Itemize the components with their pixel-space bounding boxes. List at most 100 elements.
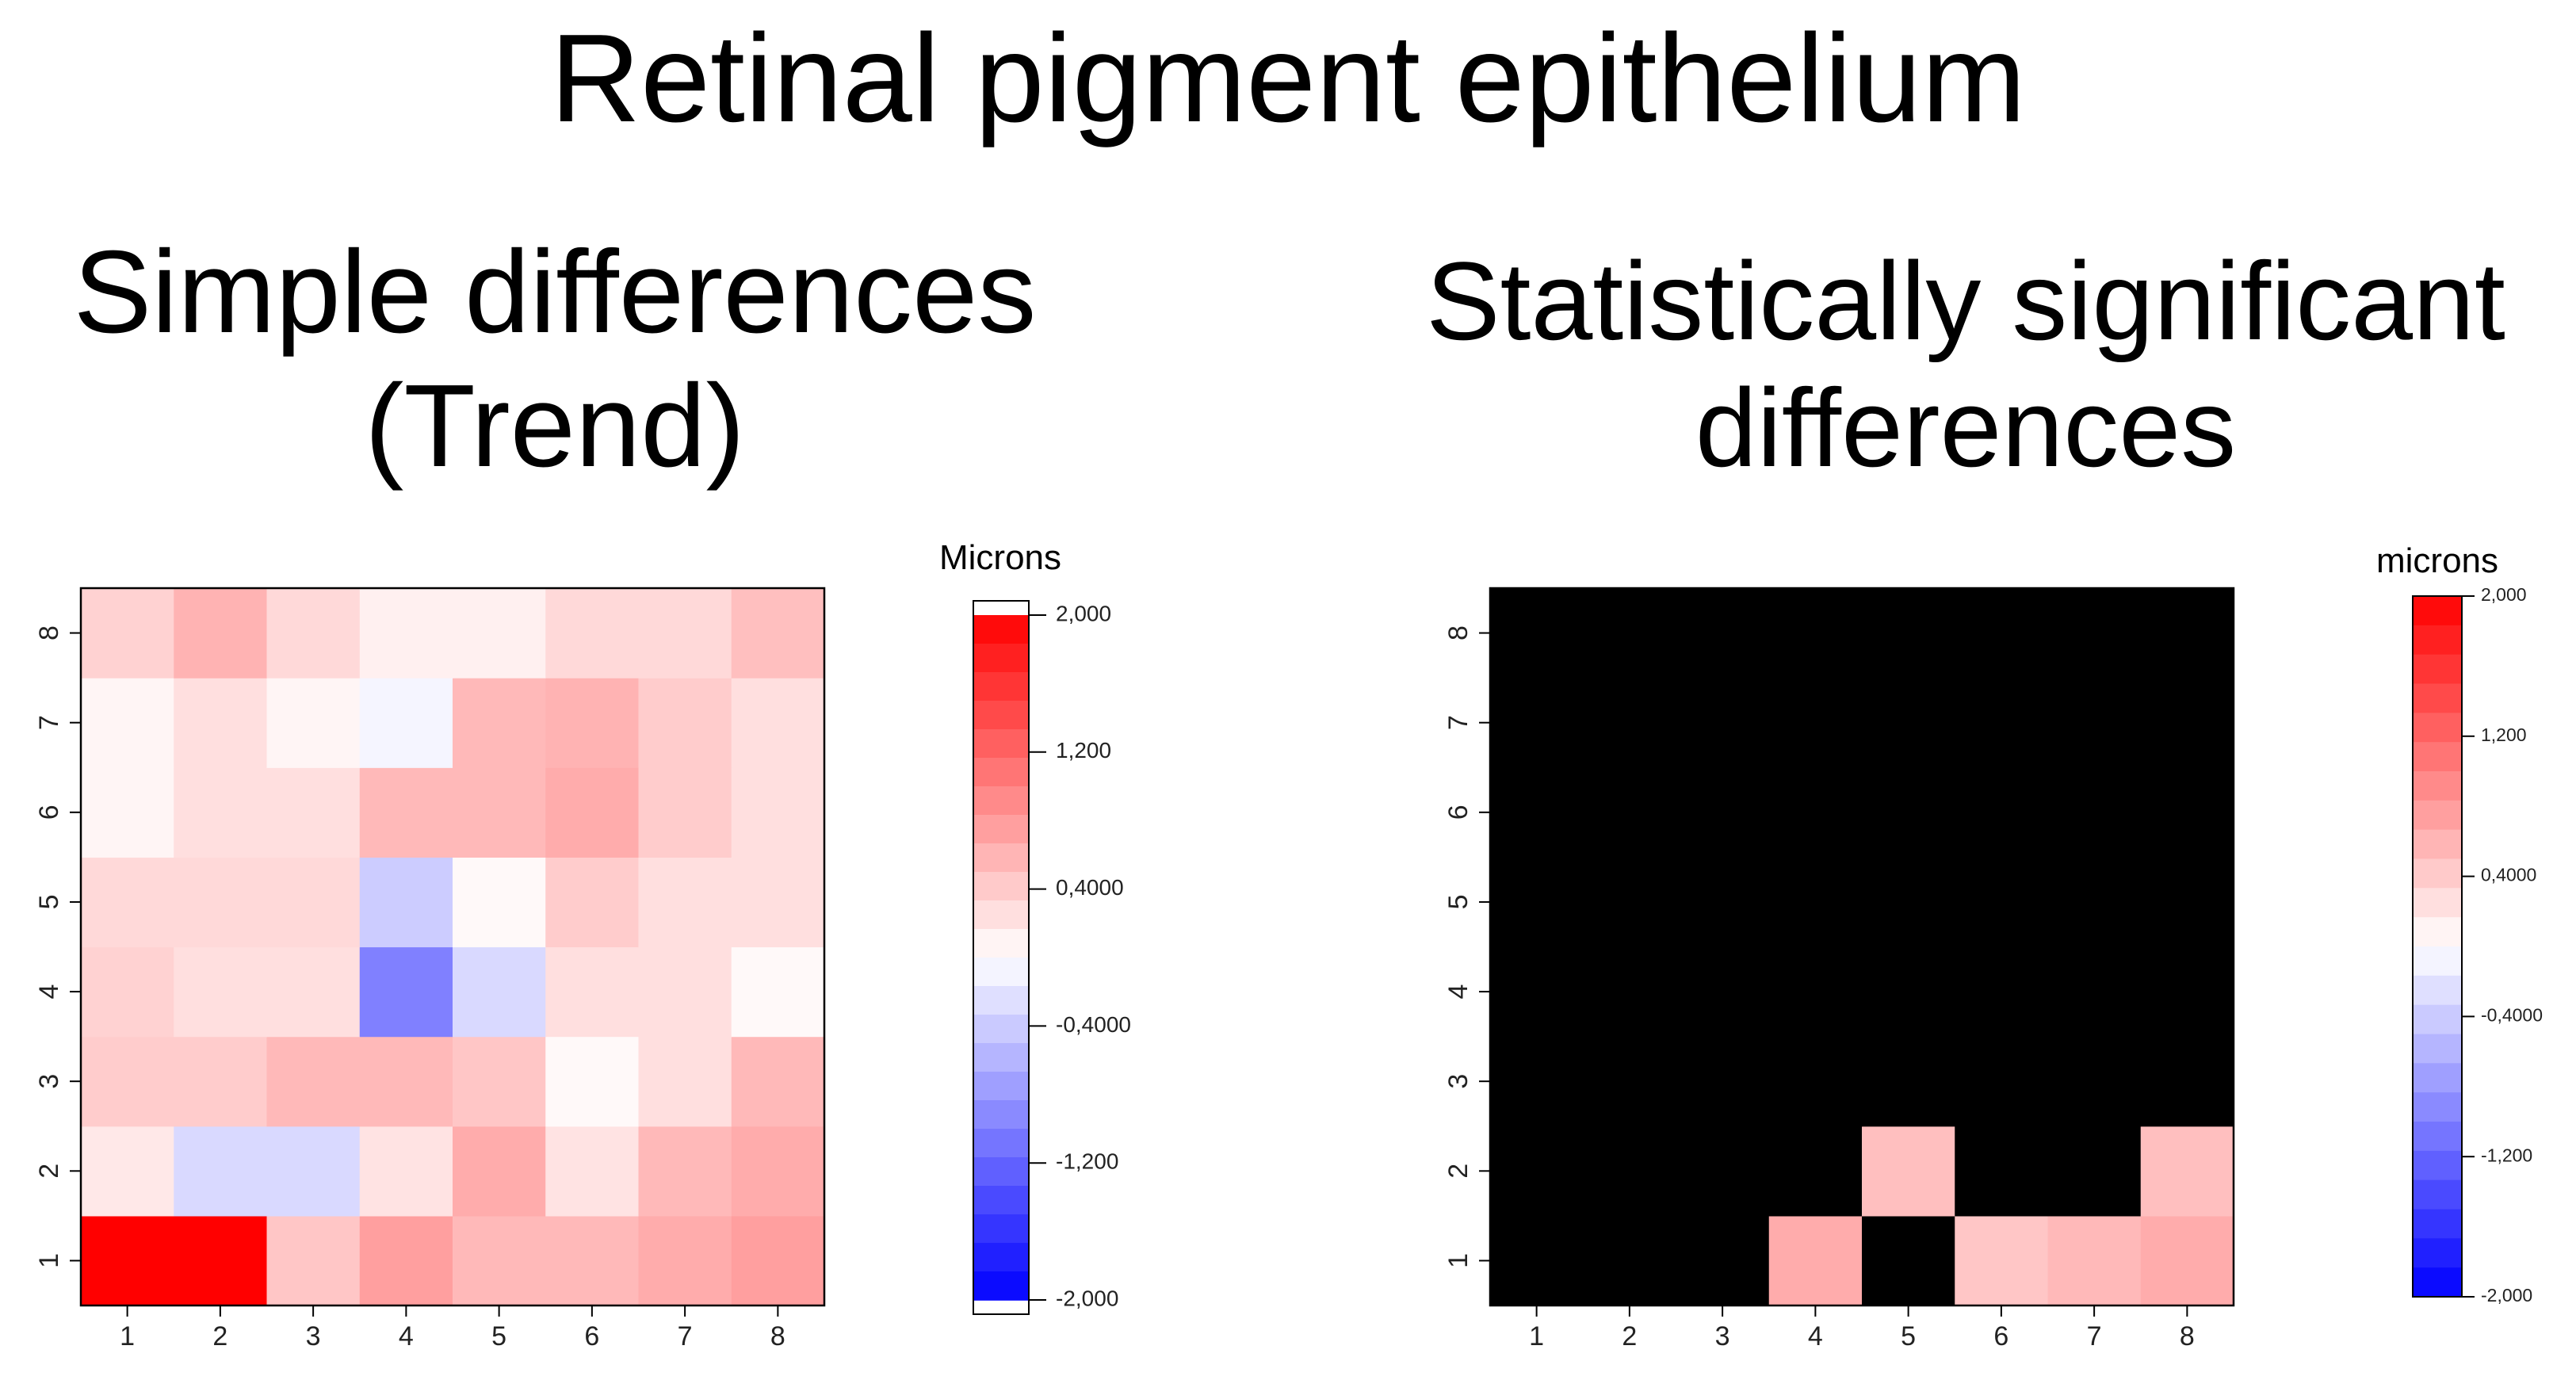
- colorbar-tick-label: 2,000: [1056, 601, 1111, 625]
- colorbar-tick-label: -0,4000: [1056, 1012, 1131, 1037]
- colorbar-swatch: [2413, 888, 2462, 918]
- heatmap-cell-r7-c8: [2140, 678, 2234, 768]
- heatmap-cell-r7-c3: [1676, 678, 1770, 768]
- x-tick-label: 6: [584, 1321, 599, 1351]
- heatmap-cell-r4-c7: [2047, 946, 2142, 1038]
- colorbar-title: Microns: [939, 538, 1061, 577]
- left-panel-title: Simple differences (Trend): [0, 226, 1110, 493]
- heatmap-cell-r8-c6: [1955, 588, 2049, 679]
- heatmap-cell-r2-c8: [731, 1126, 825, 1217]
- heatmap-cell-r3-c8: [731, 1036, 825, 1127]
- heatmap-cell-r6-c6: [545, 767, 640, 858]
- heatmap-cell-r1-c7: [2047, 1215, 2142, 1306]
- heatmap-cell-r5-c5: [1862, 857, 1955, 948]
- colorbar-swatch: [973, 1157, 1029, 1187]
- colorbar-swatch: [973, 1100, 1029, 1130]
- heatmap-cell-r5-c6: [545, 857, 640, 948]
- heatmap-cell-r8-c2: [174, 588, 268, 679]
- heatmap-cell-r6-c6: [1955, 767, 2049, 858]
- colorbar-swatch: [2413, 1238, 2462, 1268]
- colorbar-title: microns: [2376, 541, 2498, 580]
- colorbar-swatch: [2413, 1122, 2462, 1152]
- y-tick-label: 3: [34, 1074, 64, 1089]
- figure-title: Retinal pigment epithelium: [550, 9, 2026, 148]
- heatmap-cell-r2-c7: [638, 1126, 732, 1217]
- heatmap-cell-r8-c3: [266, 588, 361, 679]
- heatmap-cell-r5-c4: [359, 857, 453, 948]
- colorbar-swatch: [973, 758, 1029, 787]
- heatmap-cell-r4-c1: [81, 946, 174, 1038]
- heatmap-cell-r4-c3: [1676, 946, 1770, 1038]
- heatmap-cell-r6-c1: [81, 767, 174, 858]
- colorbar-swatch: [973, 1243, 1029, 1272]
- heatmap-cell-r5-c3: [266, 857, 361, 948]
- colorbar-swatch: [2413, 1179, 2462, 1210]
- heatmap-cell-r7-c7: [2047, 678, 2142, 768]
- heatmap-cell-r4-c2: [1583, 946, 1677, 1038]
- heatmap-cell-r7-c8: [731, 678, 825, 768]
- colorbar-swatch: [973, 958, 1029, 987]
- heatmap-cell-r7-c4: [359, 678, 453, 768]
- heatmap-cell-r8-c1: [81, 588, 174, 679]
- colorbar-frame: [973, 600, 1030, 1315]
- colorbar-1: Microns 2,000 1,200 0,4000 -0,4000 -1,200 -2,0…: [939, 538, 1131, 1315]
- heatmap-cell-r8-c5: [1862, 588, 1955, 679]
- colorbar-swatch: [2413, 771, 2462, 801]
- heatmap-cell-r3-c4: [1768, 1036, 1863, 1127]
- y-tick-label: 4: [34, 984, 64, 1000]
- heatmap-cell-r2-c4: [359, 1126, 453, 1217]
- heatmap-cell-r2-c5: [453, 1126, 546, 1217]
- colorbar-tick-label: 0,4000: [1056, 875, 1124, 900]
- heatmap-cell-r8-c2: [1583, 588, 1677, 679]
- heatmap-cell-r5-c8: [731, 857, 825, 948]
- colorbar-swatch: [973, 729, 1029, 759]
- y-tick-label: 1: [1443, 1253, 1473, 1268]
- heatmap-panel-1: 1 2 3 4 5 6 7 8 1 2 3 4 5 6 7 8: [34, 587, 826, 1351]
- heatmap-cell-r1-c8: [2140, 1215, 2234, 1306]
- heatmap-cell-r3-c1: [1490, 1036, 1584, 1127]
- heatmap-cell-r1-c2: [1583, 1215, 1677, 1306]
- x-tick-label: 7: [678, 1321, 693, 1351]
- x-tick-label: 7: [2087, 1321, 2102, 1351]
- heatmap-cell-r4-c4: [1768, 946, 1863, 1038]
- y-tick-label: 2: [34, 1164, 64, 1179]
- y-tick-label: 1: [34, 1253, 64, 1268]
- heatmap-cell-r2-c7: [2047, 1126, 2142, 1217]
- heatmap-cell-r7-c7: [638, 678, 732, 768]
- heatmap-cell-r5-c8: [2140, 857, 2234, 948]
- heatmap-cell-r8-c1: [1490, 588, 1584, 679]
- heatmap-cell-r5-c5: [453, 857, 546, 948]
- colorbar-tick-label: -1,200: [2481, 1145, 2532, 1165]
- heatmap-cell-r3-c7: [638, 1036, 732, 1127]
- colorbar-tick-label: 1,200: [1056, 738, 1111, 763]
- heatmap-cell-r2-c2: [174, 1126, 268, 1217]
- heatmap-cell-r4-c5: [1862, 946, 1955, 1038]
- heatmap-cell-r6-c2: [1583, 767, 1677, 858]
- colorbar-swatch: [973, 900, 1029, 930]
- colorbar-swatch: [2413, 1150, 2462, 1181]
- heatmap-cell-r1-c8: [731, 1215, 825, 1306]
- heatmap-cell-r1-c6: [545, 1215, 640, 1306]
- x-tick-label: 1: [120, 1321, 135, 1351]
- right-panel-title-line2: differences: [1695, 365, 2237, 490]
- heatmap-cell-r1-c1: [81, 1215, 174, 1306]
- heatmap-cell-r6-c4: [359, 767, 453, 858]
- right-panel-title: Statistically significant differences: [1379, 238, 2552, 491]
- x-tick-label: 5: [1901, 1321, 1916, 1351]
- colorbar-swatch: [2413, 683, 2462, 714]
- plot-frame: [79, 587, 826, 1307]
- heatmap-cell-r8-c6: [545, 588, 640, 679]
- heatmap-cell-r6-c8: [2140, 767, 2234, 858]
- heatmap-cell-r7-c5: [1862, 678, 1955, 768]
- heatmap-cell-r4-c2: [174, 946, 268, 1038]
- x-tick-label: 2: [1622, 1321, 1637, 1351]
- heatmap-cell-r3-c3: [266, 1036, 361, 1127]
- heatmap-cell-r2-c1: [81, 1126, 174, 1217]
- colorbar-swatch: [2413, 742, 2462, 772]
- heatmap-cell-r8-c5: [453, 588, 546, 679]
- heatmap-cell-r2-c4: [1768, 1126, 1863, 1217]
- heatmap-cell-r1-c4: [359, 1215, 453, 1306]
- heatmap-cell-r4-c7: [638, 946, 732, 1038]
- heatmap-cell-r5-c7: [2047, 857, 2142, 948]
